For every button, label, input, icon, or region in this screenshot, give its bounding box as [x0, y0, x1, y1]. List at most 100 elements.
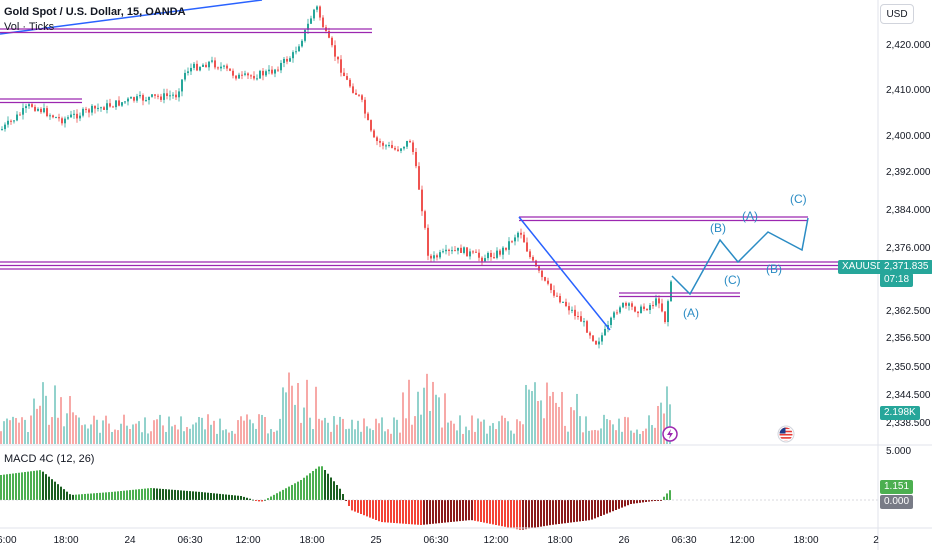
candle-body — [433, 255, 435, 259]
time-tick: 25 — [370, 535, 382, 546]
macd-indicator-label[interactable]: MACD 4C (12, 26) — [4, 453, 95, 465]
candle-body — [256, 78, 258, 80]
level-line-3[interactable] — [519, 216, 808, 222]
macd-bar — [552, 500, 554, 525]
symbol-title[interactable]: Gold Spot / U.S. Dollar, 15, OANDA — [4, 6, 186, 18]
macd-bar — [183, 490, 185, 500]
volume-indicator-label[interactable]: Vol · Ticks — [4, 21, 55, 33]
candle-body — [496, 250, 498, 258]
candle-body — [91, 105, 93, 113]
volume-bar — [546, 382, 548, 444]
level-line-2[interactable] — [0, 98, 82, 104]
macd-bar — [165, 489, 167, 500]
candle-body — [409, 140, 411, 143]
candle-body — [229, 68, 231, 71]
volume-bar — [276, 430, 278, 444]
macd-bar — [261, 500, 263, 502]
macd-bar — [459, 500, 461, 522]
macd-bar — [480, 500, 482, 522]
macd-bar — [654, 500, 656, 501]
flash-icon[interactable] — [662, 426, 678, 442]
volume-bar — [15, 418, 17, 444]
candle-body — [85, 108, 87, 110]
macd-bar — [366, 500, 368, 517]
volume-bar — [78, 417, 80, 444]
candle-body — [577, 316, 579, 318]
trend-line-top[interactable] — [0, 0, 263, 35]
candle-body — [430, 255, 432, 259]
candle-body — [67, 117, 69, 119]
level-line-5[interactable] — [619, 292, 740, 298]
macd-bar — [363, 500, 365, 516]
level-line-4[interactable] — [0, 261, 878, 270]
volume-bar — [84, 424, 86, 444]
volume-bar — [264, 417, 266, 444]
volume-bar — [555, 402, 557, 444]
candle-body — [460, 247, 462, 253]
candle-body — [235, 75, 237, 79]
macd-bar — [450, 500, 452, 522]
volume-bar — [585, 416, 587, 444]
candle-body — [103, 107, 105, 110]
macd-bar — [225, 494, 227, 500]
volume-bar — [54, 385, 56, 444]
volume-bar — [489, 425, 491, 444]
candle-body — [382, 142, 384, 146]
volume-bar — [540, 400, 542, 444]
macd-bar — [120, 491, 122, 500]
us-flag-icon[interactable] — [777, 425, 795, 443]
candle-body — [595, 340, 597, 345]
candle-body — [121, 102, 123, 106]
candle-body — [385, 145, 387, 147]
volume-bar — [567, 431, 569, 444]
volume-bar — [156, 419, 158, 444]
time-tick: 18:00 — [53, 535, 78, 546]
volume-bar — [129, 429, 131, 444]
macd-bar — [129, 490, 131, 500]
volume-bar — [321, 420, 323, 444]
volume-bar — [348, 428, 350, 444]
macd-bar — [63, 489, 65, 500]
candle-body — [196, 63, 198, 71]
candle-body — [598, 341, 600, 345]
volume-bar — [660, 402, 662, 444]
volume-bar — [291, 385, 293, 444]
volume-bar — [570, 407, 572, 444]
candle-body — [271, 69, 273, 74]
candle-body — [22, 108, 24, 115]
macd-bar — [498, 500, 500, 526]
candle-body — [583, 321, 585, 323]
elliott-projection-path[interactable] — [671, 217, 809, 296]
candle-body — [469, 251, 471, 257]
volume-bar — [318, 418, 320, 444]
macd-bar — [159, 488, 161, 500]
candle-body — [637, 311, 639, 314]
candle-body — [34, 106, 36, 111]
trend-line-descending[interactable] — [518, 216, 611, 331]
macd-bar — [30, 471, 32, 500]
volume-bar — [105, 415, 107, 444]
candle-body — [553, 290, 555, 296]
level-line-1[interactable] — [0, 28, 372, 34]
candle-body — [331, 37, 333, 46]
volume-bar — [261, 414, 263, 444]
macd-bar — [399, 500, 401, 524]
volume-bar — [495, 429, 497, 444]
candle-body — [262, 70, 264, 76]
volume-bar — [666, 386, 668, 444]
volume-bar — [6, 418, 8, 444]
currency-button[interactable]: USD — [880, 4, 914, 24]
macd-bar — [495, 500, 497, 525]
macd-bar — [222, 494, 224, 500]
volume-bar — [402, 392, 404, 444]
macd-bar — [141, 488, 143, 500]
candle-body — [250, 75, 252, 77]
candle-body — [445, 249, 447, 252]
candle-body — [109, 103, 111, 107]
macd-bar — [504, 500, 506, 527]
volume-bar — [474, 431, 476, 444]
macd-bar — [81, 494, 83, 500]
volume-bar — [9, 420, 11, 444]
